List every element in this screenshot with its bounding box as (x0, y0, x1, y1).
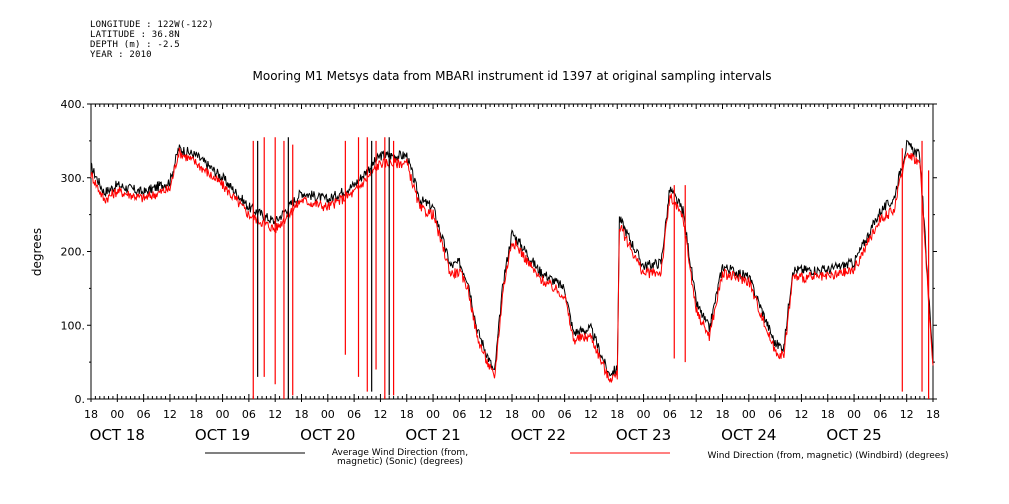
x-hour-label: 06 (452, 408, 466, 421)
x-hour-label: 12 (900, 408, 914, 421)
x-hour-label: 18 (926, 408, 940, 421)
x-day-label: OCT 22 (511, 426, 566, 444)
x-hour-label: 06 (242, 408, 256, 421)
x-hour-label: 18 (400, 408, 414, 421)
metadata-block: LONGITUDE : 122W(-122) LATITUDE : 36.8N … (90, 20, 214, 60)
x-day-label: OCT 21 (405, 426, 460, 444)
x-hour-label: 18 (821, 408, 835, 421)
x-hour-label: 00 (321, 408, 335, 421)
y-axis-label: degrees (30, 228, 44, 276)
axis-ticks (87, 103, 937, 402)
y-tick-label: 0. (75, 393, 86, 406)
x-day-label: OCT 18 (90, 426, 145, 444)
x-hour-label: 00 (847, 408, 861, 421)
legend-label-1: Wind Direction (from, magnetic) (Windbir… (708, 451, 949, 461)
y-tick-label: 400. (61, 98, 86, 111)
x-day-label: OCT 19 (195, 426, 250, 444)
x-hour-label: 00 (216, 408, 230, 421)
x-hour-label: 00 (637, 408, 651, 421)
legend-label-0: Average Wind Direction (from, (332, 448, 468, 458)
x-hour-label: 12 (163, 408, 177, 421)
x-hour-label: 00 (426, 408, 440, 421)
x-hour-label: 18 (295, 408, 309, 421)
depth-label: DEPTH (m) : -2.5 (90, 40, 180, 50)
legend-label-0: magnetic) (Sonic) (degrees) (337, 457, 463, 467)
x-hour-label: 06 (768, 408, 782, 421)
x-hour-label: 12 (373, 408, 387, 421)
x-hour-label: 06 (873, 408, 887, 421)
y-tick-label: 300. (61, 172, 86, 185)
y-tick-label: 200. (61, 246, 86, 259)
series-line-1 (90, 147, 934, 384)
x-hour-label: 18 (84, 408, 98, 421)
plot-frame (90, 103, 934, 400)
chart-title: Mooring M1 Metsys data from MBARI instru… (253, 69, 772, 83)
y-tick-label: 100. (61, 319, 86, 332)
axis-labels: 0. 100. 200. 300. 400. 18 00 06 12 18 00 06 12 18 00 06… (61, 98, 941, 444)
x-day-label: OCT 25 (826, 426, 881, 444)
longitude-label: LONGITUDE : 122W(-122) (90, 20, 214, 30)
x-hour-label: 06 (347, 408, 361, 421)
x-hour-label: 06 (137, 408, 151, 421)
series-layer (90, 137, 934, 399)
x-hour-label: 18 (610, 408, 624, 421)
series-line-0 (90, 139, 934, 377)
x-hour-label: 06 (663, 408, 677, 421)
x-day-label: OCT 24 (721, 426, 776, 444)
x-hour-label: 18 (505, 408, 519, 421)
x-hour-label: 12 (794, 408, 808, 421)
x-hour-label: 12 (689, 408, 703, 421)
x-hour-label: 00 (742, 408, 756, 421)
year-label: YEAR : 2010 (90, 50, 152, 60)
x-hour-label: 12 (268, 408, 282, 421)
x-day-label: OCT 20 (300, 426, 355, 444)
x-day-label: OCT 23 (616, 426, 671, 444)
x-hour-label: 18 (189, 408, 203, 421)
x-hour-label: 18 (716, 408, 730, 421)
legend: Average Wind Direction (from,magnetic) (… (205, 448, 948, 467)
x-hour-label: 12 (584, 408, 598, 421)
x-hour-label: 00 (110, 408, 124, 421)
x-hour-label: 12 (479, 408, 493, 421)
latitude-label: LATITUDE : 36.8N (90, 30, 180, 40)
x-hour-label: 00 (531, 408, 545, 421)
x-hour-label: 06 (558, 408, 572, 421)
